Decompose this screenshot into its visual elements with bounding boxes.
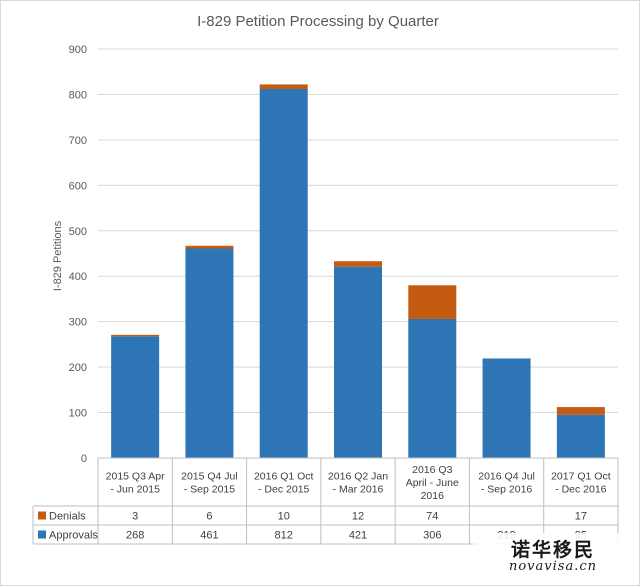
legend-key-denials [38,511,46,520]
data-table: 2015 Q3 Apr - Jun 2015 2015 Q4 Jul - Sep 20… [32,457,619,545]
bar-approvals [482,358,531,458]
bar-approvals [334,266,382,458]
data-label-approvals: 306 [423,530,441,542]
legend-label-approvals: Approvals [49,530,98,542]
data-label-denials: 10 [278,511,290,523]
y-tick-label: 0 [81,453,87,465]
x-tick-label: 2015 Q4 Jul - Sep 2015 [181,471,238,496]
bar-approvals [185,248,234,458]
bar-denials [259,84,308,89]
y-tick-label: 100 [69,408,87,420]
watermark-logo: 诺华移民 novavisa.cn [473,533,633,583]
y-tick-label: 500 [69,226,87,238]
legend-label-denials: Denials [49,511,86,523]
data-label-denials: 6 [206,511,212,523]
y-tick-label: 600 [69,180,87,192]
y-tick-label: 800 [69,89,87,101]
x-tick-label: 2016 Q2 Jan - Mar 2016 [328,471,388,496]
x-tick-label: 2016 Q3 April - June 2016 [406,464,459,502]
y-tick-label: 400 [69,271,87,283]
data-label-denials: 12 [352,511,364,523]
bar-denials [334,261,382,267]
y-tick-label: 300 [69,317,87,329]
bar-denials [556,407,605,415]
data-label-denials: 17 [575,511,587,523]
y-tick-labels: 0 100 200 300 400 500 600 700 800 900 [69,44,87,465]
bar-denials [185,245,234,249]
data-label-approvals: 421 [349,530,367,542]
x-tick-label: 2016 Q1 Oct - Dec 2015 [254,471,314,496]
bar-denials [408,285,457,319]
y-tick-label: 200 [69,362,87,374]
x-tick-label: 2015 Q3 Apr - Jun 2015 [106,471,165,496]
watermark-url: novavisa.cn [508,559,597,574]
data-label-denials: 3 [132,511,138,523]
legend-key-approvals [38,530,46,539]
x-tick-label: 2017 Q1 Oct - Dec 2016 [551,471,611,496]
y-axis-label: I-829 Petitions [52,220,64,291]
data-label-approvals: 268 [126,530,144,542]
data-label-approvals: 461 [200,530,218,542]
watermark-name: 诺华移民 [510,539,595,561]
bar-approvals [259,88,308,458]
bar-approvals [111,336,160,458]
x-tick-label: 2016 Q4 Jul - Sep 2016 [478,471,535,496]
y-tick-label: 900 [69,44,87,56]
bar-approvals [408,318,457,458]
bar-approvals [556,414,605,458]
bar-denials [111,334,160,337]
data-label-denials: 74 [426,511,438,523]
data-label-approvals: 812 [275,530,293,542]
bars [111,84,605,458]
chart-title: I-829 Petition Processing by Quarter [197,13,439,30]
y-tick-label: 700 [69,135,87,147]
